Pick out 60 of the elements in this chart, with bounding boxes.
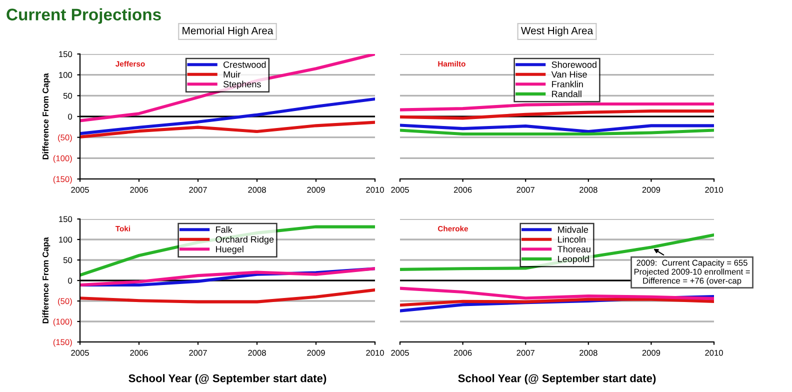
x-tick-label: 2007 — [189, 350, 207, 356]
x-tick-label: 2006 — [454, 350, 472, 356]
chart-title: Current Projections — [6, 8, 161, 24]
y-tick-label: 150 — [59, 51, 72, 58]
y-tick-label: (100) — [53, 318, 72, 326]
legend-label: Falk — [216, 226, 232, 233]
x-tick-label: 2009 — [642, 350, 660, 356]
x-tick-label: 2006 — [130, 350, 148, 356]
y-tick-label: (50) — [58, 298, 72, 306]
legend-label: Leopold — [558, 256, 589, 264]
y-axis-title: Difference From Capa — [42, 237, 50, 324]
y-tick-label: 50 — [63, 92, 72, 99]
y-tick-label: 150 — [59, 216, 72, 222]
y-tick-label: (100) — [53, 155, 72, 163]
legend-label: Franklin — [552, 80, 583, 88]
legend-label: Randall — [552, 90, 582, 98]
x-tick-label: 2006 — [130, 186, 148, 193]
annotation: 2009: Current Capacity = 655 Projected 2009-10 enrollment = Difference = +76 (over-cap — [634, 260, 750, 286]
y-tick-label: 100 — [59, 236, 72, 243]
y-tick-label: 0 — [68, 278, 72, 284]
y-tick-label: (150) — [53, 176, 72, 184]
x-tick-label: 2010 — [705, 350, 723, 356]
x-tick-label: 2005 — [391, 350, 409, 356]
legend-label: Thoreau — [558, 246, 590, 252]
x-tick-label: 2007 — [516, 350, 534, 356]
x-tick-label: 2008 — [580, 350, 598, 356]
y-tick-label: 100 — [59, 72, 72, 78]
x-tick-label: 2010 — [366, 186, 384, 193]
x-tick-label: 2010 — [705, 186, 723, 193]
x-tick-label: 2006 — [454, 186, 472, 193]
y-tick-label: (50) — [58, 134, 72, 142]
x-tick-label: 2007 — [516, 186, 534, 193]
legend-label: Van Hise — [551, 70, 587, 78]
chart-title: West High Area — [520, 26, 594, 36]
y-tick-label: 0 — [68, 114, 72, 120]
legend-label: Midvale — [558, 226, 588, 233]
y-tick-label: (150) — [53, 338, 72, 347]
legend-label: Crestwood — [224, 61, 266, 68]
x-tick-label: 2009 — [642, 186, 660, 193]
x-tick-label: 2005 — [391, 186, 409, 193]
legend-label: Orchard Ridge — [216, 236, 274, 244]
x-tick-label: 2010 — [366, 350, 384, 356]
x-tick-label: 2009 — [307, 350, 325, 356]
legend-label: Lincoln — [558, 236, 586, 243]
x-tick-label: 2008 — [248, 186, 266, 193]
x-tick-label: 2009 — [307, 186, 325, 193]
x-tick-label: 2005 — [71, 186, 89, 193]
legend-label: Stephens — [223, 80, 261, 90]
y-tick-label: 50 — [63, 257, 72, 264]
x-axis-title: School Year (@ September start date) — [128, 374, 326, 384]
legend-label: Huegel — [216, 246, 244, 254]
legend-label: Shorewood — [552, 61, 596, 68]
legend-label: Muir — [224, 70, 240, 78]
chart-subtitle: Memorial High Area — [182, 26, 274, 36]
x-tick-label: 2007 — [189, 186, 207, 193]
x-tick-label: 2005 — [71, 350, 89, 356]
y-axis-title: Difference From Capa — [42, 73, 50, 160]
x-axis-title: School Year (@ September start date) — [458, 374, 656, 384]
x-tick-label: 2008 — [580, 186, 598, 193]
x-tick-label: 2008 — [248, 350, 266, 356]
